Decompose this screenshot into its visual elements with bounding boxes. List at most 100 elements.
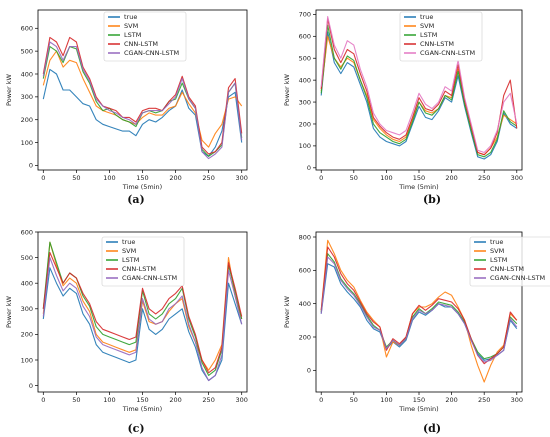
- x-tick-label: 250: [202, 396, 214, 404]
- y-tick-label: 100: [21, 356, 33, 364]
- y-axis-label: Power kW: [5, 73, 13, 105]
- series-line-cnn-lstm: [320, 246, 518, 365]
- chart-panel-3: 0 50 100 150 200 250 300 0 100 200 300 400 500 600 Tim…: [5, 228, 248, 435]
- y-tick-label: 400: [299, 300, 311, 308]
- y-tick-label: 200: [21, 116, 33, 124]
- y-tick-label: 600: [299, 267, 311, 275]
- x-axis-label: Time (5min): [122, 183, 162, 191]
- x-axis-label: Time (5min): [398, 183, 438, 191]
- x-tick-label: 200: [169, 396, 181, 404]
- chart-panel-4: 0 50 100 150 200 250 300 0 200 400 600 800 Time (5mi…: [283, 231, 550, 435]
- series-line-cgan-cnn-lstm: [320, 16, 518, 154]
- legend-label: LSTM: [124, 31, 141, 39]
- chart-panel-1: 0 50 100 150 200 250 300 0 100 200 300 400 500 600 Tim…: [5, 9, 248, 206]
- panel-caption: (a): [127, 193, 145, 206]
- x-tick-label: 150: [413, 174, 425, 182]
- y-tick-label: 0: [29, 162, 33, 170]
- panel-caption: (b): [423, 193, 441, 206]
- y-axis-label: Power kW: [5, 295, 13, 327]
- x-tick-label: 300: [511, 396, 523, 404]
- legend-label: CNN-LSTM: [490, 265, 524, 273]
- y-tick-label: 100: [299, 142, 311, 150]
- legend-box: [399, 11, 483, 62]
- series-line-lstm: [320, 253, 518, 360]
- x-tick-label: 250: [202, 174, 214, 182]
- y-tick-label: 600: [21, 228, 33, 236]
- legend-label: CNN-LSTM: [122, 265, 156, 273]
- y-tick-label: 400: [299, 76, 311, 84]
- y-axis-label: Power kW: [283, 295, 291, 327]
- legend-box: [103, 11, 187, 62]
- legend-label: LSTM: [420, 31, 437, 39]
- x-tick-label: 300: [511, 174, 523, 182]
- y-tick-label: 300: [21, 305, 33, 313]
- x-tick-label: 100: [380, 396, 392, 404]
- series-line-cgan-cnn-lstm: [320, 256, 518, 363]
- y-tick-label: 400: [21, 280, 33, 288]
- panel-caption: (c): [127, 422, 144, 435]
- y-tick-label: 100: [21, 139, 33, 147]
- x-tick-label: 100: [380, 174, 392, 182]
- x-tick-label: 100: [103, 174, 115, 182]
- legend-label: SVM: [420, 22, 434, 30]
- x-tick-label: 150: [136, 174, 148, 182]
- y-tick-label: 700: [299, 11, 311, 19]
- legend-label: CGAN-CNN-LSTM: [124, 49, 179, 57]
- x-tick-label: 200: [445, 174, 457, 182]
- legend-label: LSTM: [122, 256, 139, 264]
- x-tick-label: 100: [103, 396, 115, 404]
- series-line-true: [320, 263, 518, 361]
- legend-box: [469, 236, 550, 287]
- x-tick-label: 250: [478, 174, 490, 182]
- y-tick-label: 600: [299, 33, 311, 41]
- x-tick-label: 300: [235, 174, 247, 182]
- series-line-true: [320, 31, 518, 160]
- x-tick-label: 150: [136, 396, 148, 404]
- y-tick-label: 500: [21, 47, 33, 55]
- legend-label: CGAN-CNN-LSTM: [420, 49, 475, 57]
- y-tick-label: 500: [299, 55, 311, 63]
- x-tick-label: 300: [235, 396, 247, 404]
- legend-label: SVM: [490, 247, 504, 255]
- y-tick-label: 200: [299, 120, 311, 128]
- y-tick-label: 400: [21, 70, 33, 78]
- x-tick-label: 150: [413, 396, 425, 404]
- y-tick-label: 0: [307, 164, 311, 172]
- legend-label: true: [490, 238, 503, 246]
- y-tick-label: 300: [21, 93, 33, 101]
- series-line-cgan-cnn-lstm: [42, 257, 243, 382]
- panel-caption: (d): [423, 422, 441, 435]
- y-tick-label: 800: [299, 233, 311, 241]
- x-tick-label: 250: [478, 396, 490, 404]
- legend-label: LSTM: [490, 256, 507, 264]
- y-axis-label: Power kW: [283, 73, 291, 105]
- series-group: [42, 241, 243, 382]
- series-line-cnn-lstm: [320, 18, 518, 156]
- series-line-cnn-lstm: [42, 251, 243, 374]
- y-tick-label: 0: [29, 382, 33, 390]
- legend-label: CGAN-CNN-LSTM: [490, 274, 545, 282]
- x-tick-label: 50: [350, 396, 358, 404]
- legend-label: true: [420, 13, 433, 21]
- series-line-cgan-cnn-lstm: [42, 41, 243, 160]
- y-tick-label: 500: [21, 254, 33, 262]
- legend-label: CNN-LSTM: [124, 40, 158, 48]
- y-tick-label: 600: [21, 25, 33, 33]
- x-tick-label: 0: [319, 396, 323, 404]
- legend-label: CNN-LSTM: [420, 40, 454, 48]
- legend-label: true: [124, 13, 137, 21]
- x-tick-label: 0: [319, 174, 323, 182]
- x-tick-label: 200: [169, 174, 181, 182]
- y-tick-label: 0: [307, 367, 311, 375]
- series-group: [320, 16, 518, 160]
- y-tick-label: 200: [299, 333, 311, 341]
- series-line-svm: [320, 239, 518, 383]
- series-group: [320, 239, 518, 383]
- x-tick-label: 200: [445, 396, 457, 404]
- x-tick-label: 50: [72, 174, 80, 182]
- legend-label: SVM: [124, 22, 138, 30]
